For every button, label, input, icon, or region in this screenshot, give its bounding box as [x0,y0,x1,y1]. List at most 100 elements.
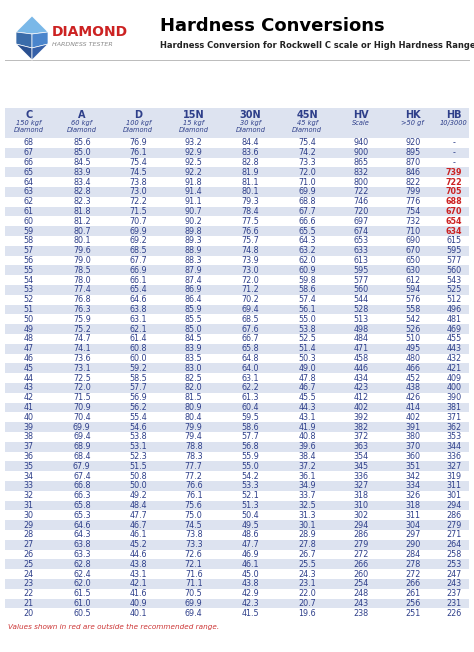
Text: 78.4: 78.4 [242,207,259,216]
Text: 55.0: 55.0 [298,315,316,324]
Text: 615: 615 [446,237,461,245]
Text: 82.8: 82.8 [73,187,91,196]
Text: 409: 409 [446,374,461,383]
Text: 253: 253 [446,560,461,569]
Text: Diamond: Diamond [123,127,153,133]
Text: 60.9: 60.9 [298,266,316,274]
Text: 690: 690 [405,237,420,245]
Text: 558: 558 [405,305,420,314]
Text: 75.2: 75.2 [73,325,91,334]
Text: 271: 271 [446,530,461,539]
Text: 43.1: 43.1 [298,413,316,422]
Bar [5,216,469,226]
Text: 62.8: 62.8 [73,560,91,569]
Text: 512: 512 [446,295,461,304]
Bar [5,207,469,216]
Polygon shape [32,44,48,60]
Text: 297: 297 [405,530,420,539]
Bar [5,158,469,168]
Text: 870: 870 [405,158,420,167]
Text: 27.8: 27.8 [298,541,316,549]
Text: 279: 279 [446,520,462,529]
Text: 286: 286 [354,530,369,539]
Text: 88.3: 88.3 [185,256,202,265]
Text: 85.0: 85.0 [73,148,91,157]
Text: 251: 251 [405,609,420,618]
Text: 45: 45 [24,364,34,373]
Text: 630: 630 [405,266,420,274]
Bar [5,363,469,373]
Text: 79.6: 79.6 [73,246,91,255]
Text: 284: 284 [405,550,420,559]
Text: 86.9: 86.9 [185,286,202,295]
Text: 319: 319 [446,471,461,481]
Text: 75.6: 75.6 [185,501,202,510]
Text: 63.3: 63.3 [73,550,91,559]
Text: 66.9: 66.9 [129,266,147,274]
Text: 594: 594 [405,286,420,295]
Text: 59.5: 59.5 [241,413,259,422]
Text: 23.1: 23.1 [298,580,316,588]
Text: 28.9: 28.9 [298,530,316,539]
Text: 66.8: 66.8 [73,481,91,490]
Text: 83.9: 83.9 [185,344,202,353]
Text: 47: 47 [24,344,34,353]
Text: 49.2: 49.2 [129,491,147,500]
Text: Hardness Conversion for Rockwell C scale or High Hardness Range: Hardness Conversion for Rockwell C scale… [160,42,474,50]
Text: 495: 495 [405,344,420,353]
Bar [5,304,469,314]
Text: 226: 226 [446,609,461,618]
Text: 70.2: 70.2 [242,295,259,304]
Text: 21: 21 [24,599,34,608]
Text: 254: 254 [354,580,369,588]
Text: 327: 327 [446,462,461,471]
Text: 43: 43 [24,383,34,393]
Text: 370: 370 [405,442,420,451]
Text: 72.0: 72.0 [298,168,316,177]
Text: 36: 36 [24,452,34,461]
Text: 51: 51 [24,305,34,314]
Text: 91.8: 91.8 [185,177,202,186]
Text: 77.4: 77.4 [73,286,91,295]
Text: 76.6: 76.6 [242,227,259,235]
Text: 543: 543 [446,276,461,285]
Text: 39.6: 39.6 [298,442,316,451]
Text: 900: 900 [354,148,369,157]
Text: 51.5: 51.5 [129,462,147,471]
Text: 318: 318 [405,501,420,510]
Text: 81.1: 81.1 [242,177,259,186]
Bar [5,256,469,265]
Text: 69.9: 69.9 [185,599,202,608]
Text: 577: 577 [354,276,369,285]
Text: 60 kgf: 60 kgf [71,120,92,126]
Text: 65.8: 65.8 [242,344,259,353]
Text: 71.1: 71.1 [185,580,202,588]
Bar [5,168,469,177]
Text: 237: 237 [446,589,461,598]
Text: 50.3: 50.3 [298,354,316,363]
Bar [5,275,469,285]
Text: 40.8: 40.8 [298,432,316,441]
Text: 710: 710 [405,227,420,235]
Text: 58: 58 [24,237,34,245]
Text: A: A [78,110,86,120]
Text: 33.7: 33.7 [298,491,316,500]
Bar [5,314,469,324]
Text: 412: 412 [354,393,369,402]
Text: 26: 26 [24,550,34,559]
Text: 89.8: 89.8 [185,227,202,235]
Text: 72.0: 72.0 [242,276,259,285]
Text: 55.0: 55.0 [242,462,259,471]
Text: -: - [452,138,455,147]
Text: 363: 363 [354,442,369,451]
Text: 56.9: 56.9 [129,393,147,402]
Text: 73.3: 73.3 [185,541,202,549]
Text: 46: 46 [24,354,34,363]
Text: 80.7: 80.7 [73,227,91,235]
Text: -: - [452,158,455,167]
Text: 61: 61 [24,207,34,216]
Text: 66.7: 66.7 [242,334,259,344]
Text: 60.4: 60.4 [242,403,259,412]
Text: 33: 33 [24,481,34,490]
Bar [5,452,469,462]
